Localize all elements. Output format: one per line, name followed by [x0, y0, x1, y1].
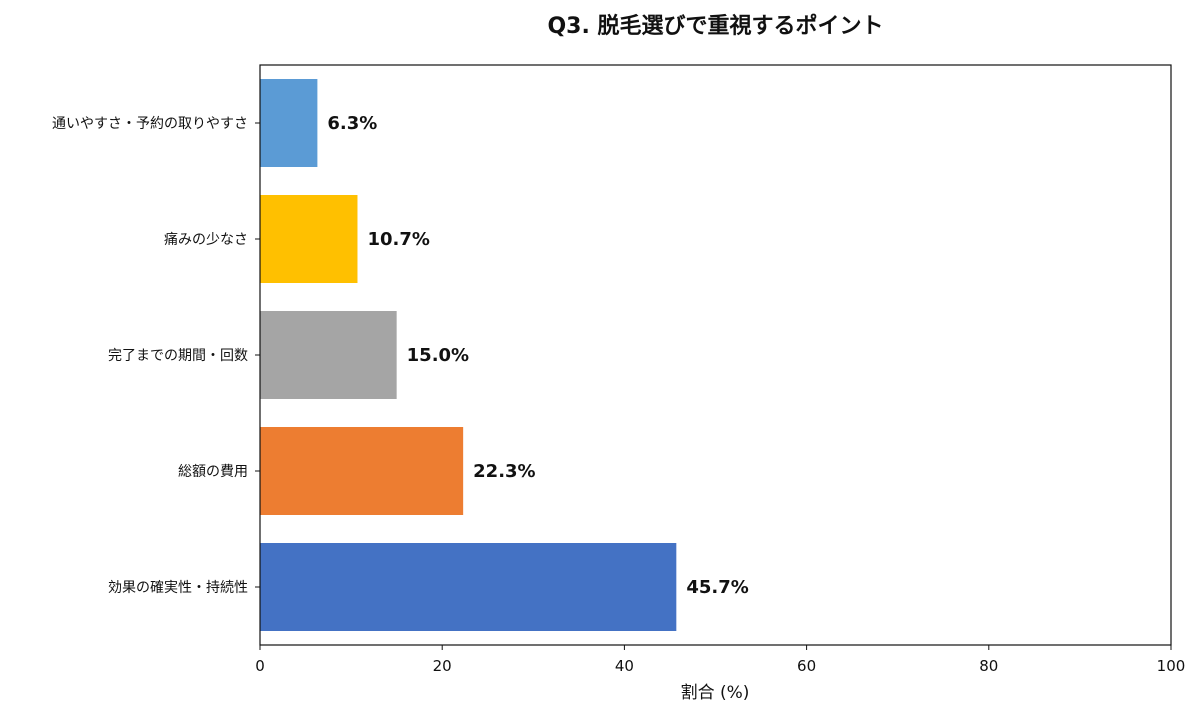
data-label: 15.0% — [407, 345, 469, 366]
plot-frame — [259, 64, 1172, 646]
x-axis-title: 割合 (%) — [681, 683, 750, 703]
bar-2 — [260, 195, 358, 283]
x-tick-label: 60 — [797, 657, 816, 675]
x-tick-label: 80 — [979, 657, 998, 675]
bar-1 — [260, 79, 318, 167]
x-axis-ticks: 0 20 40 60 80 100 — [255, 645, 1185, 675]
bar-5 — [260, 543, 677, 631]
category-label: 通いやすさ・予約の取りやすさ — [52, 116, 248, 132]
data-label: 10.7% — [367, 229, 429, 250]
category-label: 総額の費用 — [178, 464, 248, 480]
category-label: 痛みの少なさ — [164, 231, 248, 248]
bars-group — [260, 79, 677, 631]
category-label: 完了までの期間・回数 — [108, 348, 248, 364]
x-tick-label: 100 — [1157, 657, 1186, 675]
x-tick-label: 40 — [615, 657, 634, 675]
x-tick-label: 20 — [433, 657, 452, 675]
bar-4 — [260, 427, 464, 515]
chart-title: Q3. 脱毛選びで重視するポイント — [547, 14, 884, 39]
data-label: 45.7% — [686, 577, 748, 598]
x-tick-label: 0 — [255, 657, 265, 675]
category-label: 効果の確実性・持続性 — [108, 579, 248, 596]
labels-group: 通いやすさ・予約の取りやすさ 6.3% 痛みの少なさ 10.7% 完了までの期間・回数 1… — [52, 113, 749, 598]
bar-3 — [260, 311, 397, 399]
data-label: 22.3% — [473, 461, 535, 482]
data-label: 6.3% — [327, 113, 377, 134]
